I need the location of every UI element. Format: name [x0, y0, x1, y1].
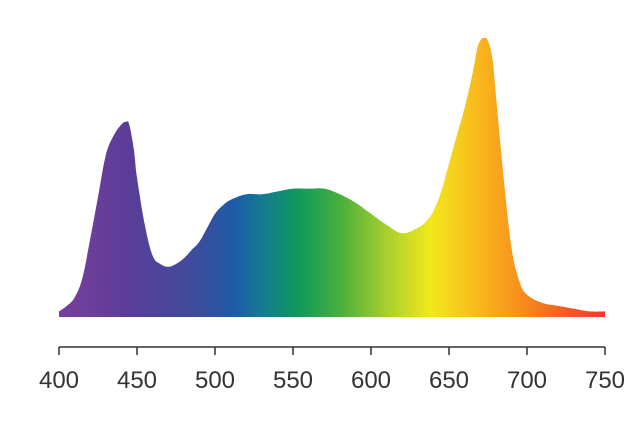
x-tick-label: 500: [195, 367, 235, 394]
x-tick-label: 700: [507, 367, 547, 394]
plot-area: [59, 37, 605, 318]
x-tick-label: 750: [585, 367, 625, 394]
x-tick-label: 650: [429, 367, 469, 394]
x-tick-label: 600: [351, 367, 391, 394]
x-axis: 400 450 500 550 600 650 700 750: [39, 346, 625, 394]
x-tick-label: 400: [39, 367, 79, 394]
spectrum-area: [59, 37, 605, 318]
x-tick-label: 550: [273, 367, 313, 394]
x-tick-label: 450: [117, 367, 157, 394]
